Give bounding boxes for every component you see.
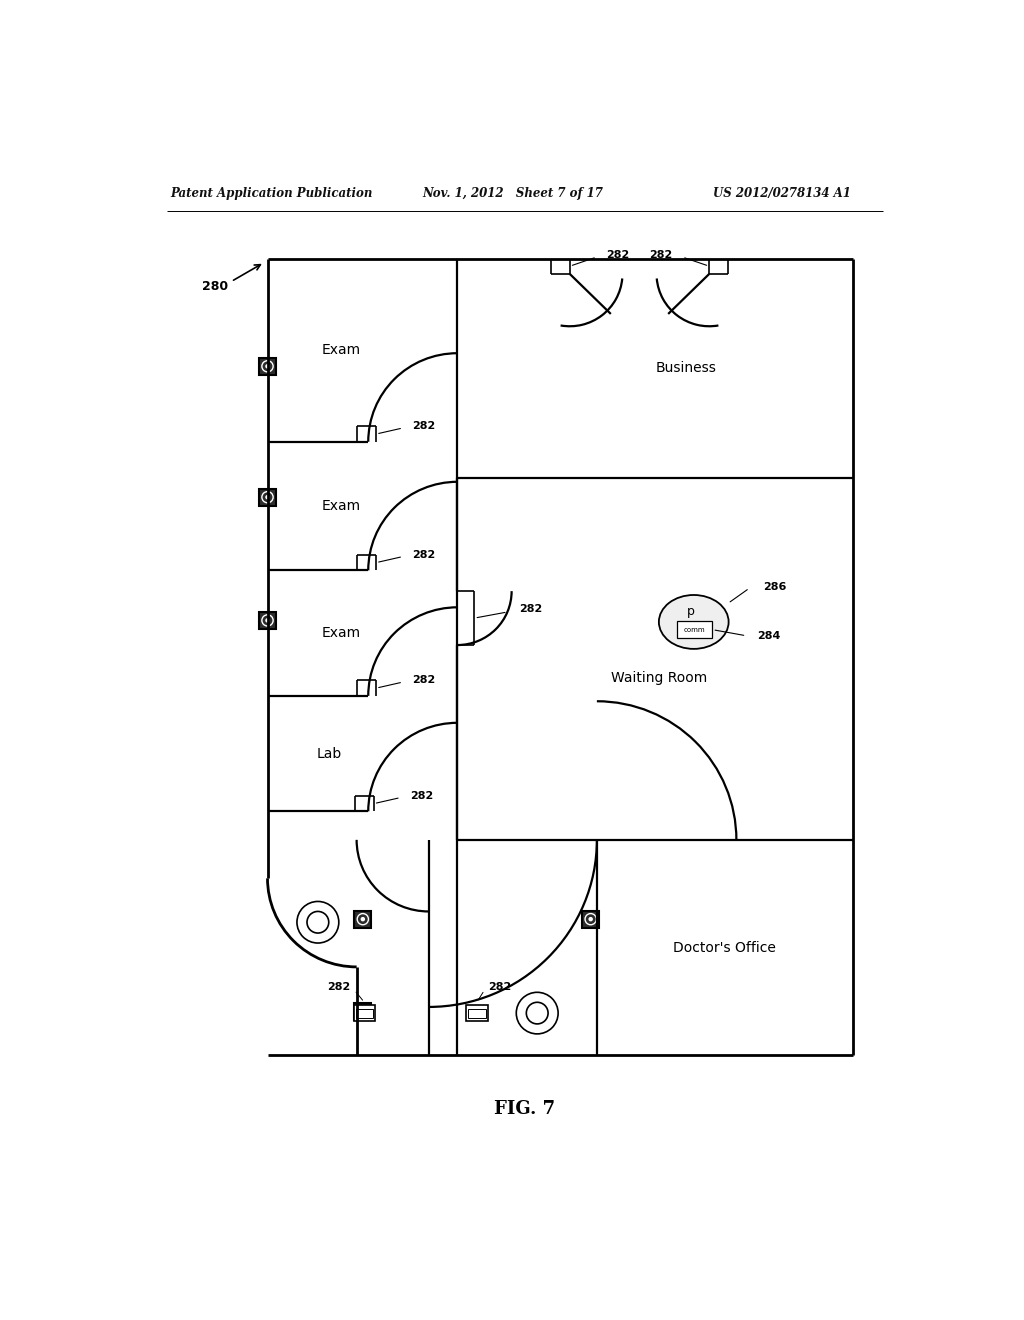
Bar <box>354 911 372 928</box>
Text: US 2012/0278134 A1: US 2012/0278134 A1 <box>713 186 851 199</box>
Text: 282: 282 <box>413 550 435 560</box>
Text: p: p <box>687 606 694 619</box>
Text: Waiting Room: Waiting Room <box>610 671 707 685</box>
Text: Business: Business <box>655 362 717 375</box>
Circle shape <box>297 902 339 942</box>
Text: 282: 282 <box>488 982 512 991</box>
Text: 282: 282 <box>328 982 350 991</box>
Text: 282: 282 <box>606 251 630 260</box>
Circle shape <box>266 619 269 622</box>
Text: comm: comm <box>684 627 706 632</box>
Text: 282: 282 <box>519 603 543 614</box>
Text: Doctor's Office: Doctor's Office <box>674 941 776 954</box>
Bar <box>259 488 276 506</box>
Circle shape <box>262 615 273 626</box>
Bar <box>354 1003 372 1020</box>
Text: Exam: Exam <box>322 626 360 640</box>
Circle shape <box>266 496 269 499</box>
Bar <box>677 622 713 638</box>
Bar <box>468 1008 485 1019</box>
Circle shape <box>262 360 273 372</box>
Text: 284: 284 <box>758 631 780 640</box>
Text: 286: 286 <box>764 582 786 591</box>
Text: 280: 280 <box>202 280 228 293</box>
Bar <box>356 1008 373 1019</box>
Circle shape <box>526 1002 548 1024</box>
Circle shape <box>357 913 369 925</box>
Bar <box>259 358 276 375</box>
Ellipse shape <box>658 595 729 649</box>
Text: Exam: Exam <box>322 499 360 513</box>
Text: Patent Application Publication: Patent Application Publication <box>171 186 373 199</box>
Text: 282: 282 <box>649 251 673 260</box>
Bar <box>583 911 599 928</box>
Circle shape <box>589 917 592 920</box>
Text: Lab: Lab <box>316 747 342 760</box>
Circle shape <box>266 364 269 368</box>
Text: 282: 282 <box>410 791 433 801</box>
Text: 282: 282 <box>413 421 435 432</box>
Circle shape <box>357 1006 369 1018</box>
Bar <box>259 612 276 628</box>
Circle shape <box>361 1010 365 1012</box>
Text: Nov. 1, 2012   Sheet 7 of 17: Nov. 1, 2012 Sheet 7 of 17 <box>423 186 603 199</box>
Bar <box>466 1006 487 1020</box>
Circle shape <box>361 917 365 920</box>
Circle shape <box>516 993 558 1034</box>
Text: 282: 282 <box>413 676 435 685</box>
Text: Exam: Exam <box>322 343 360 358</box>
Bar <box>353 1006 375 1020</box>
Text: FIG. 7: FIG. 7 <box>495 1101 555 1118</box>
Circle shape <box>262 491 273 503</box>
Circle shape <box>307 911 329 933</box>
Circle shape <box>585 913 596 925</box>
